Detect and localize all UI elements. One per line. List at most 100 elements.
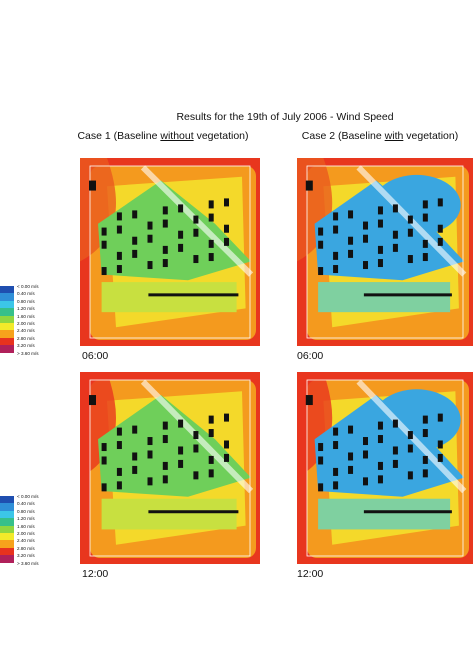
- map-shape: [377, 461, 383, 470]
- map-shape: [363, 437, 368, 446]
- map-shape: [377, 219, 383, 228]
- time-label: 12:00: [82, 568, 109, 580]
- legend-swatch: [0, 518, 14, 526]
- map-shape: [407, 444, 413, 453]
- map-shape: [116, 467, 122, 476]
- map-shape: [178, 459, 184, 468]
- map-shape: [224, 440, 229, 449]
- legend-label: 2.00 m/s: [17, 321, 35, 326]
- legend-swatch: [0, 330, 14, 338]
- legend-label: 2.80 m/s: [17, 545, 35, 551]
- map-shape: [162, 461, 168, 470]
- legend-swatch: [0, 510, 14, 519]
- map-shape: [89, 165, 251, 339]
- legend-swatch: [0, 540, 14, 548]
- legend-label: 1.20 m/s: [17, 516, 35, 522]
- map-shape: [363, 477, 368, 486]
- map-shape: [318, 227, 324, 236]
- map-shape: [178, 230, 184, 239]
- map-shape: [437, 413, 443, 422]
- map-shape: [132, 452, 138, 461]
- map-shape: [407, 255, 413, 264]
- legend-label: 0.40 m/s: [17, 501, 35, 507]
- map-shape: [132, 210, 138, 219]
- map-shape: [318, 240, 324, 249]
- map-shape: [318, 483, 324, 492]
- map-shape: [224, 198, 229, 207]
- legend-swatch: [0, 525, 14, 533]
- map-shape: [318, 267, 324, 276]
- map-shape: [372, 389, 461, 451]
- map-shape: [162, 435, 168, 444]
- map-shape: [363, 450, 368, 459]
- map-shape: [208, 253, 214, 262]
- map-shape: [116, 225, 122, 234]
- map-shape: [147, 261, 153, 270]
- legend-label: > 3.60 m/s: [17, 350, 39, 356]
- map-shape: [116, 251, 122, 260]
- wind-map: [297, 158, 473, 346]
- wind-map: [297, 372, 473, 564]
- map-shape: [101, 498, 237, 530]
- legend-label: < 0.00 m/s: [17, 494, 39, 499]
- map-shape: [162, 259, 168, 268]
- map-shape: [333, 441, 339, 450]
- legend-label: 3.20 m/s: [17, 553, 35, 559]
- legend-label: 2.40 m/s: [17, 328, 35, 334]
- map-shape: [162, 421, 168, 430]
- map-shape: [422, 239, 428, 248]
- map-shape: [437, 198, 443, 207]
- legend-label: > 3.60 m/s: [17, 560, 39, 566]
- map-shape: [377, 435, 383, 444]
- map-shape: [333, 467, 339, 476]
- map-shape: [101, 267, 107, 276]
- map-shape: [116, 427, 122, 436]
- map-shape: [422, 455, 428, 464]
- legend-swatch: [0, 286, 14, 294]
- map-shape: [224, 453, 229, 462]
- map-shape: [193, 431, 199, 440]
- legend-swatch: [0, 315, 14, 323]
- map-shape: [101, 240, 107, 249]
- map-shape: [377, 245, 383, 254]
- map-shape: [318, 456, 324, 465]
- map-shape: [348, 465, 354, 474]
- legend-label: 2.80 m/s: [17, 335, 35, 341]
- map-shape: [101, 282, 237, 313]
- map-shape: [224, 413, 229, 422]
- map-shape: [363, 293, 452, 297]
- map-shape: [101, 456, 107, 465]
- map-shape: [132, 249, 138, 258]
- map-shape: [193, 215, 199, 224]
- map-shape: [116, 212, 122, 221]
- map-shape: [224, 224, 229, 233]
- column-heading: Case 1 (Baseline without vegetation): [53, 130, 273, 142]
- map-shape: [348, 249, 354, 258]
- legend-swatch: [0, 293, 14, 301]
- legend-label: 2.00 m/s: [17, 531, 35, 536]
- map-shape: [392, 230, 398, 239]
- map-shape: [422, 415, 428, 424]
- map-shape: [101, 443, 107, 452]
- map-shape: [208, 429, 214, 438]
- map-shape: [89, 180, 96, 191]
- map-shape: [333, 427, 339, 436]
- legend-label: < 0.00 m/s: [17, 284, 39, 289]
- map-shape: [193, 471, 199, 480]
- map-shape: [305, 395, 313, 406]
- map-shape: [224, 237, 229, 246]
- legend-swatch: [0, 337, 14, 346]
- legend-label: 1.60 m/s: [17, 523, 35, 529]
- map-shape: [437, 440, 443, 449]
- legend-label: 3.20 m/s: [17, 343, 35, 349]
- map-shape: [208, 200, 214, 209]
- map-shape: [377, 259, 383, 268]
- map-shape: [208, 239, 214, 248]
- legend-swatch: [0, 300, 14, 309]
- map-shape: [132, 465, 138, 474]
- map-shape: [422, 469, 428, 478]
- map-shape: [437, 237, 443, 246]
- time-label: 12:00: [297, 568, 324, 580]
- map-shape: [392, 243, 398, 252]
